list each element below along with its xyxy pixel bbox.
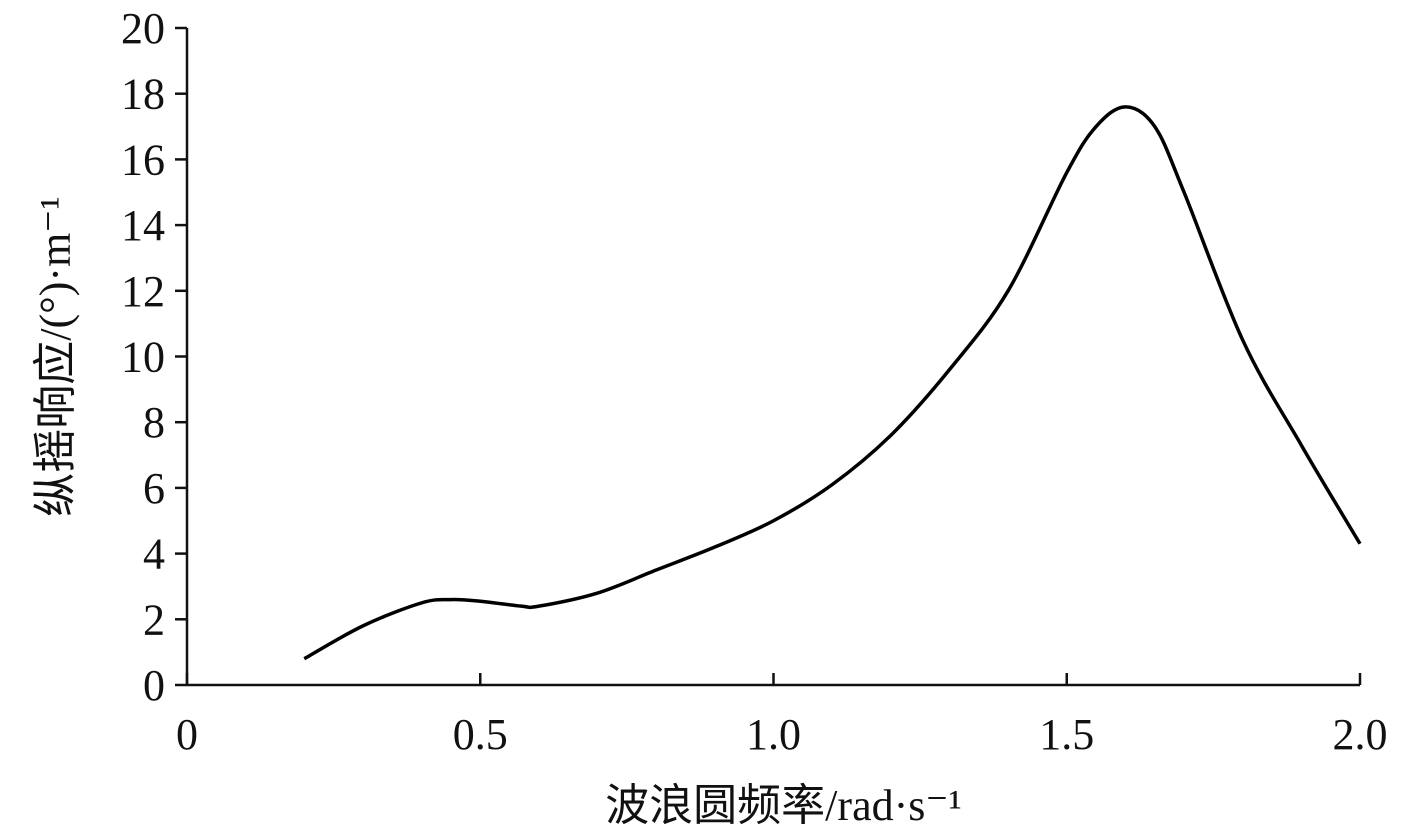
y-tick-label: 4 (143, 530, 165, 579)
y-tick-label: 6 (143, 464, 165, 513)
y-tick-label: 2 (143, 595, 165, 644)
x-tick-label: 1.5 (1039, 710, 1094, 759)
y-tick-label: 18 (121, 70, 165, 119)
y-tick-label: 12 (121, 267, 165, 316)
y-axis-label: 纵摇响应/(°)·m⁻¹ (31, 196, 80, 516)
y-tick-label: 10 (121, 333, 165, 382)
y-tick-label: 8 (143, 398, 165, 447)
x-tick-label: 2.0 (1333, 710, 1388, 759)
y-tick-label: 14 (121, 201, 165, 250)
data-line (303, 105, 1362, 661)
x-tick-label: 1.0 (746, 710, 801, 759)
x-axis-label: 波浪圆频率/rad·s⁻¹ (605, 781, 962, 830)
y-tick-label: 16 (121, 135, 165, 184)
x-tick-label: 0.5 (453, 710, 508, 759)
x-tick-label: 0 (176, 710, 198, 759)
y-tick-label: 20 (121, 4, 165, 53)
y-tick-label: 0 (143, 661, 165, 710)
